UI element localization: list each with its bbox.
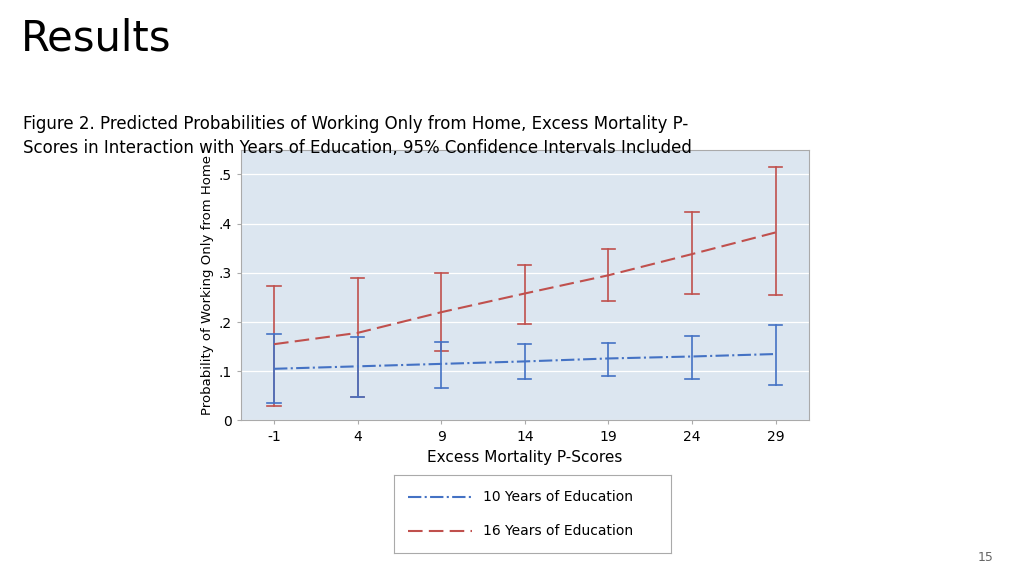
Text: 10 Years of Education: 10 Years of Education [482,490,633,504]
X-axis label: Excess Mortality P-Scores: Excess Mortality P-Scores [427,450,623,465]
Text: 15: 15 [977,551,993,564]
Text: Figure 2. Predicted Probabilities of Working Only from Home, Excess Mortality P-: Figure 2. Predicted Probabilities of Wor… [23,115,691,157]
Text: 16 Years of Education: 16 Years of Education [482,524,633,538]
Text: Results: Results [20,17,171,59]
Y-axis label: Probability of Working Only from Home: Probability of Working Only from Home [201,155,214,415]
